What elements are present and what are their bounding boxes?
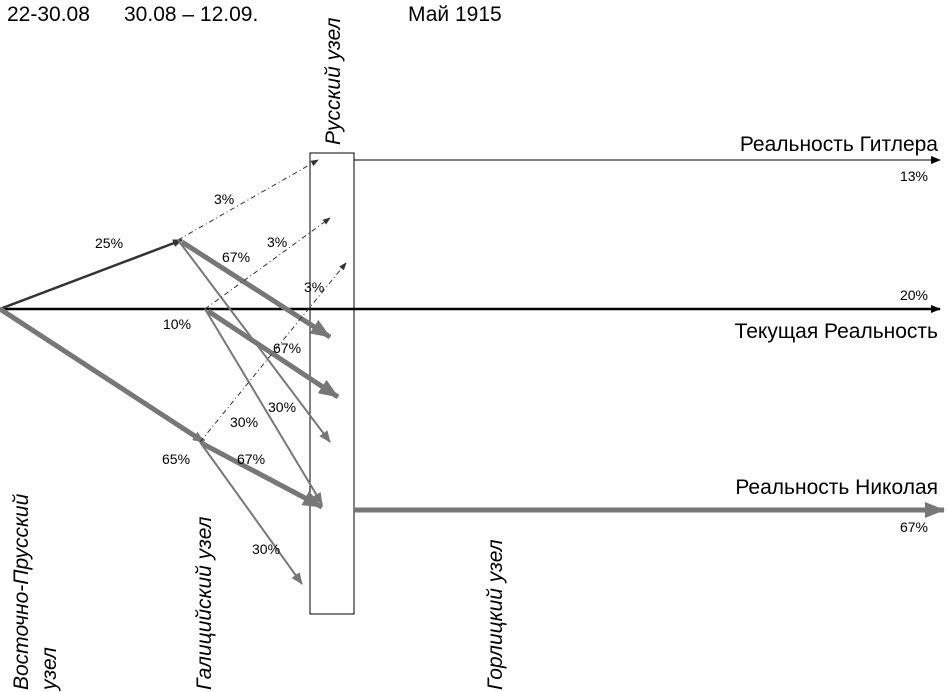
east-prussian-node-label-line2: узел (38, 647, 61, 692)
lower-dotted-arrow (199, 262, 347, 443)
upper-main-arrow (180, 239, 332, 340)
hitler-reality-label: Реальность Гитлера (740, 133, 938, 156)
russian-node-label: Русский узел (322, 17, 345, 145)
edge-label-upper-branch: 25% (95, 235, 123, 251)
edge-label-upper-down: 30% (268, 399, 296, 415)
galician-node-label: Галицийский узел (193, 516, 216, 690)
current-reality-value: 20% (900, 287, 928, 303)
east-prussian-node-label-line1: Восточно-Прусский (10, 493, 33, 690)
upper-dotted-arrow (177, 159, 319, 241)
middle-down-arrow (204, 308, 323, 505)
period-label-1: 22-30.08 (7, 3, 90, 26)
period-label-3: Май 1915 (408, 3, 502, 26)
nikolai-reality-label: Реальность Николая (735, 476, 938, 499)
edge-label-middle-main: 67% (273, 340, 301, 356)
edge-label-upper-main: 67% (222, 249, 250, 265)
hitler-reality-value: 13% (900, 168, 928, 184)
edge-label-lower-down: 30% (252, 541, 280, 557)
edge-label-middle-down: 30% (230, 414, 258, 430)
edge-label-lower-main: 67% (237, 451, 265, 467)
current-reality-label: Текущая Реальность (735, 320, 938, 343)
edge-label-lower-branch: 65% (162, 451, 190, 467)
edge-label-middle-dotted: 3% (267, 234, 287, 250)
lower-down-arrow (199, 441, 303, 585)
nikolai-reality-value: 67% (900, 519, 928, 535)
edge-label-middle-branch: 10% (163, 316, 191, 332)
branch-lower (0, 306, 206, 445)
lower-main-arrow (201, 441, 324, 510)
edge-label-upper-mid-dotted: 3% (304, 279, 324, 295)
edge-label-upper-dotted: 3% (214, 191, 234, 207)
gorlice-node-label: Горлицкий узел (484, 539, 507, 690)
branch-upper (0, 238, 183, 311)
period-label-2: 30.08 – 12.09. (124, 3, 258, 26)
middle-dotted-arrow (204, 217, 331, 310)
middle-main-arrow (206, 308, 340, 400)
